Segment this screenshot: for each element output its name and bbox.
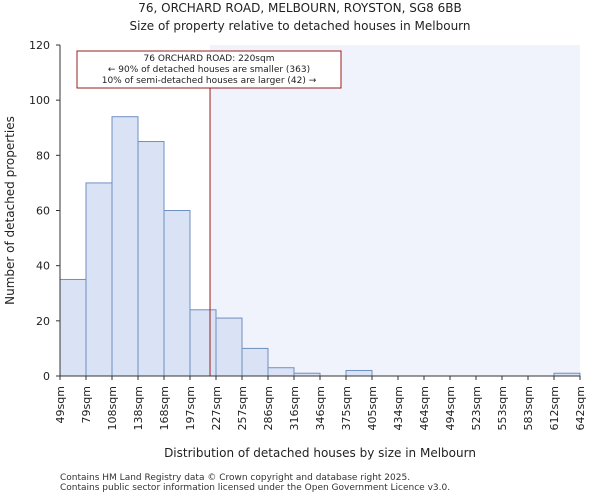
x-tick-label: 49sqm [54, 386, 67, 423]
footer-licence: Contains public sector information licen… [60, 483, 451, 493]
x-tick-label: 612sqm [548, 386, 561, 430]
y-tick-label: 20 [36, 315, 50, 328]
x-tick-label: 346sqm [314, 386, 327, 430]
y-tick-label: 120 [29, 39, 50, 52]
x-tick-label: 523sqm [470, 386, 483, 430]
chart-title: 76, ORCHARD ROAD, MELBOURN, ROYSTON, SG8… [138, 1, 462, 15]
x-tick-label: 494sqm [444, 386, 457, 430]
bar-227sqm [215, 317, 243, 377]
x-tick-label: 197sqm [184, 386, 197, 430]
x-tick-label: 553sqm [496, 386, 509, 430]
y-tick-label: 60 [36, 205, 50, 218]
x-tick-label: 168sqm [158, 386, 171, 430]
bar-286sqm [267, 367, 295, 377]
bar-108sqm [111, 116, 139, 377]
x-tick-label: 316sqm [288, 386, 301, 430]
x-tick-label: 227sqm [210, 386, 223, 430]
x-tick-label: 79sqm [80, 386, 93, 423]
x-tick-label: 286sqm [262, 386, 275, 430]
footer-copyright: Contains HM Land Registry data © Crown c… [60, 473, 411, 483]
x-tick-label: 138sqm [132, 386, 145, 430]
bar-197sqm [189, 309, 217, 377]
bar-375sqm [345, 369, 373, 377]
x-axis-label: Distribution of detached houses by size … [164, 446, 476, 460]
x-tick-label: 257sqm [236, 386, 249, 430]
annotation-line-1: 76 ORCHARD ROAD: 220sqm [144, 54, 275, 64]
y-tick-label: 40 [36, 260, 50, 273]
x-tick-label: 464sqm [418, 386, 431, 430]
x-tick-label: 434sqm [392, 386, 405, 430]
bar-168sqm [163, 210, 191, 377]
y-tick-label: 80 [36, 149, 50, 162]
y-axis-label: Number of detached properties [3, 116, 17, 305]
histogram-chart: 0 20 40 60 80 100 120 49sqm 79sqm 108sqm 138sqm 16… [3, 39, 587, 460]
x-tick-label: 405sqm [366, 386, 379, 430]
x-tick-label: 108sqm [106, 386, 119, 430]
x-tick-label: 375sqm [340, 386, 353, 430]
chart-subtitle: Size of property relative to detached ho… [129, 19, 471, 33]
highlight-region [210, 45, 580, 376]
bar-49sqm [59, 278, 87, 377]
x-tick-label: 583sqm [522, 386, 535, 430]
x-tick-label: 642sqm [574, 386, 587, 430]
y-tick-label: 100 [29, 94, 50, 107]
annotation-box [76, 50, 342, 89]
bar-257sqm [241, 347, 269, 377]
annotation-line-3: 10% of semi-detached houses are larger (… [102, 76, 317, 86]
y-tick-label: 0 [43, 370, 50, 383]
bar-79sqm [85, 182, 113, 377]
annotation-line-2: ← 90% of detached houses are smaller (36… [108, 65, 310, 75]
bar-138sqm [137, 141, 165, 377]
